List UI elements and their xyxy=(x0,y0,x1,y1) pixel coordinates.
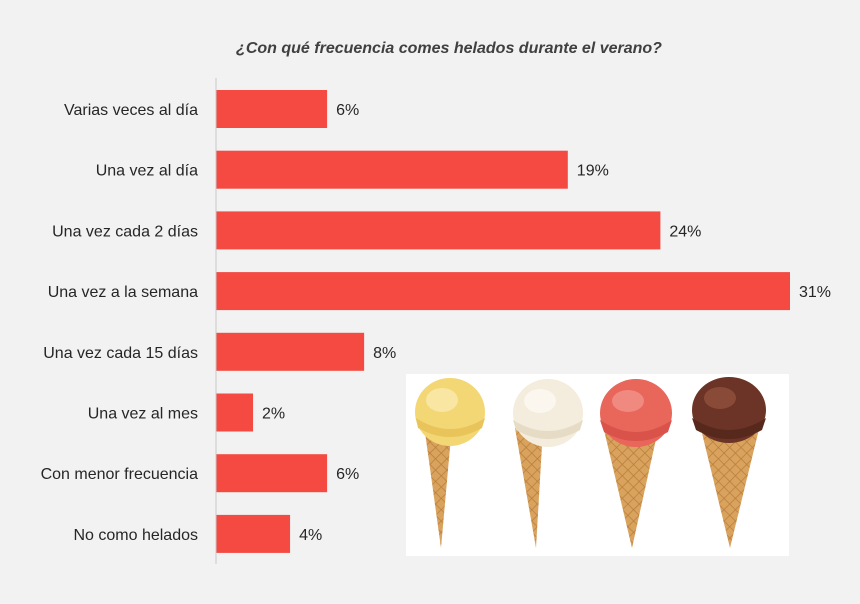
category-tick-label: Con menor frecuencia xyxy=(41,466,199,483)
bar xyxy=(216,514,291,553)
category-tick-label: Una vez al mes xyxy=(88,406,198,423)
bar xyxy=(216,211,661,250)
bar-group: Una vez al día 19% xyxy=(96,150,609,189)
chart-title: ¿Con qué frecuencia comes helados durant… xyxy=(236,40,662,57)
bar-value-label: 31% xyxy=(799,284,831,301)
bar-group: Una vez cada 2 días 24% xyxy=(52,211,701,250)
bar-value-label: 8% xyxy=(373,345,396,362)
ice-cream-cone-chocolate-icon xyxy=(692,377,766,548)
bar-value-label: 4% xyxy=(299,527,322,544)
ice-cream-cone-vanilla-white-icon xyxy=(513,379,583,548)
category-tick-label: Una vez a la semana xyxy=(48,284,198,301)
bar xyxy=(216,393,254,432)
category-tick-label: Una vez cada 2 días xyxy=(52,223,198,240)
ice-cream-photo xyxy=(406,374,789,556)
bar-group: Una vez al mes 2% xyxy=(88,393,285,432)
bar xyxy=(216,150,568,189)
bar-value-label: 19% xyxy=(577,163,609,180)
bar-group: Una vez cada 15 días 8% xyxy=(43,332,396,371)
bar xyxy=(216,90,328,128)
bars-layer: Varias veces al día 6%Una vez al día 19%Un… xyxy=(41,90,831,553)
category-tick-label: Varias veces al día xyxy=(64,102,198,119)
ice-cream-cone-strawberry-icon xyxy=(600,379,672,548)
bar-group: Una vez a la semana 31% xyxy=(48,272,831,311)
bar xyxy=(216,454,328,493)
bar xyxy=(216,332,365,371)
bar-value-label: 6% xyxy=(336,102,359,119)
bar-group: No como helados 4% xyxy=(73,514,322,553)
ice-cream-cone-vanilla-yellow-icon xyxy=(415,378,485,548)
bar-group: Varias veces al día 6% xyxy=(64,90,359,128)
bar-group: Con menor frecuencia 6% xyxy=(41,454,359,493)
category-tick-label: Una vez cada 15 días xyxy=(43,345,198,362)
category-tick-label: No como helados xyxy=(73,527,198,544)
bar-value-label: 2% xyxy=(262,406,285,423)
category-tick-label: Una vez al día xyxy=(96,163,198,180)
bar-value-label: 24% xyxy=(669,223,701,240)
bar xyxy=(216,272,790,311)
bar-value-label: 6% xyxy=(336,466,359,483)
